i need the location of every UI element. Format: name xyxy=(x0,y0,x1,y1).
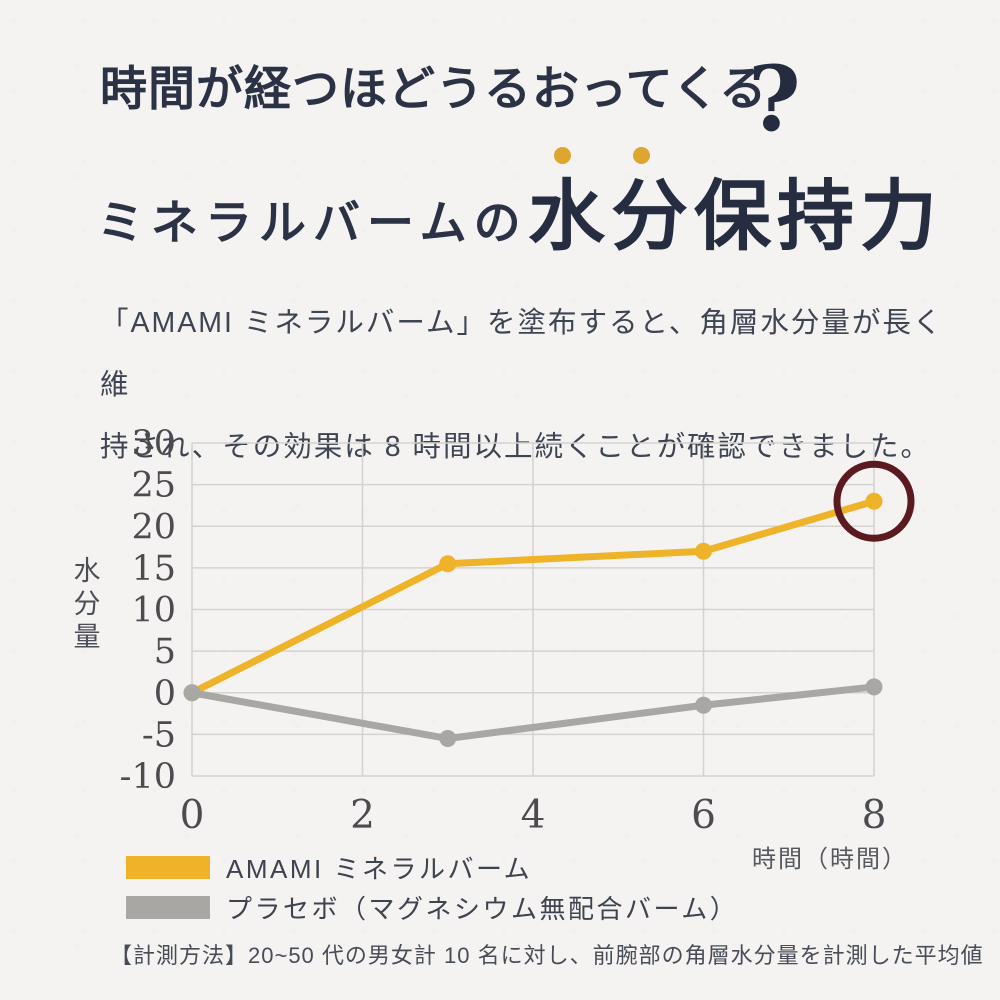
y-tick-label: -5 xyxy=(142,715,176,755)
data-point-marker xyxy=(439,730,457,748)
chart-legend: AMAMI ミネラルバーム プラセボ（マグネシウム無配合バーム） xyxy=(126,854,738,936)
y-axis-title-char: 分 xyxy=(74,589,103,619)
legend-label-placebo: プラセボ（マグネシウム無配合バーム） xyxy=(226,894,739,924)
data-point-marker xyxy=(695,696,712,714)
data-point-marker xyxy=(439,555,457,573)
data-point-marker xyxy=(695,542,712,560)
description-line-2: 持され、その効果は 8 時間以上続くことが確認できました。 xyxy=(100,431,931,463)
page-title: 時間が経つほどうるおってくる xyxy=(100,62,768,117)
emphasis-dot-icon xyxy=(633,147,650,164)
y-axis-title-char: 水 xyxy=(74,556,103,586)
data-point-marker xyxy=(183,684,201,702)
x-tick-label: 4 xyxy=(521,793,546,838)
legend-label-amami: AMAMI ミネラルバーム xyxy=(226,854,533,884)
measurement-method-note: 【計測方法】20~50 代の男女計 10 名に対し、前腕部の角層水分量を計測した… xyxy=(110,943,984,968)
question-mark: ? xyxy=(748,46,801,152)
y-tick-label: -10 xyxy=(120,757,176,797)
legend-item-placebo: プラセボ（マグネシウム無配合バーム） xyxy=(126,894,738,924)
y-tick-label: 30 xyxy=(131,424,176,464)
emphasis-dot-icon xyxy=(554,147,571,164)
x-tick-label: 6 xyxy=(691,793,716,838)
y-tick-label: 0 xyxy=(154,674,176,714)
series-line-1 xyxy=(188,683,878,743)
description-paragraph: 「AMAMI ミネラルバーム」を塗布すると、角層水分量が長く維 持され、その効果… xyxy=(100,292,960,478)
x-tick-label: 8 xyxy=(862,793,887,838)
x-tick-label: 2 xyxy=(350,793,375,838)
y-tick-label: 5 xyxy=(154,632,176,672)
subtitle-keyword: 水分保持力 xyxy=(528,172,943,262)
y-axis-title-char: 量 xyxy=(74,622,103,652)
data-point-marker xyxy=(865,678,883,696)
x-axis-unit-label: 時間（時間） xyxy=(752,846,908,873)
data-point-marker xyxy=(865,492,883,510)
legend-item-amami: AMAMI ミネラルバーム xyxy=(126,854,738,884)
y-tick-label: 15 xyxy=(131,549,176,589)
x-tick-label: 0 xyxy=(180,793,205,838)
moisture-retention-chart: 30 25 20 15 10 5 0 -5 -10 0 2 4 6 8 水分量 xyxy=(0,420,1000,860)
legend-swatch-amami xyxy=(126,856,210,879)
highlight-circle-annotation xyxy=(833,460,915,542)
y-tick-label: 10 xyxy=(131,591,176,631)
y-tick-label: 20 xyxy=(131,507,176,547)
y-tick-label: 25 xyxy=(131,466,176,506)
description-line-1: 「AMAMI ミネラルバーム」を塗布すると、角層水分量が長く維 xyxy=(100,307,944,401)
subtitle-prefix: ミネラルバームの xyxy=(97,196,528,251)
series-line-0 xyxy=(188,497,878,697)
legend-swatch-placebo xyxy=(126,896,210,919)
